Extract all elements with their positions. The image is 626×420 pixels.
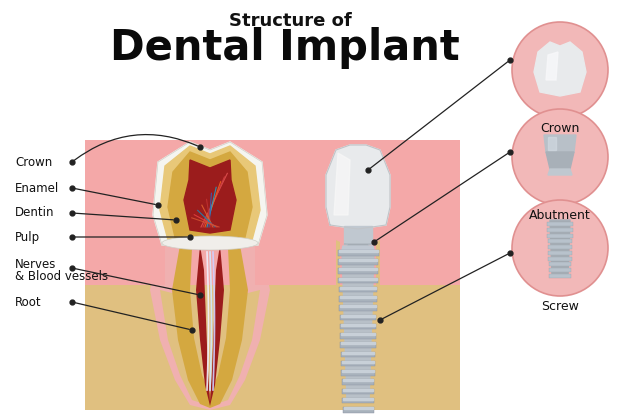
Polygon shape bbox=[168, 152, 252, 240]
Polygon shape bbox=[340, 324, 376, 329]
Polygon shape bbox=[339, 250, 377, 252]
Polygon shape bbox=[338, 259, 378, 265]
Polygon shape bbox=[341, 352, 375, 357]
Polygon shape bbox=[339, 278, 377, 283]
Text: Crown: Crown bbox=[15, 155, 52, 168]
Polygon shape bbox=[343, 388, 373, 391]
Polygon shape bbox=[341, 361, 375, 366]
Text: Crown: Crown bbox=[540, 122, 580, 135]
Circle shape bbox=[512, 109, 608, 205]
Polygon shape bbox=[140, 240, 165, 285]
Polygon shape bbox=[150, 240, 210, 410]
Text: Nerves: Nerves bbox=[15, 258, 56, 271]
Polygon shape bbox=[343, 398, 373, 400]
Polygon shape bbox=[334, 153, 350, 215]
Polygon shape bbox=[303, 238, 336, 285]
Polygon shape bbox=[338, 268, 378, 274]
Polygon shape bbox=[550, 220, 570, 276]
Text: Screw: Screw bbox=[541, 300, 579, 313]
Polygon shape bbox=[348, 245, 368, 250]
Polygon shape bbox=[547, 228, 573, 232]
Polygon shape bbox=[184, 160, 236, 233]
Text: Root: Root bbox=[15, 296, 41, 309]
FancyBboxPatch shape bbox=[85, 280, 460, 410]
Polygon shape bbox=[339, 296, 377, 302]
Polygon shape bbox=[210, 240, 270, 410]
Polygon shape bbox=[339, 305, 377, 311]
Polygon shape bbox=[544, 135, 576, 152]
Polygon shape bbox=[380, 238, 413, 285]
Polygon shape bbox=[341, 342, 374, 344]
Polygon shape bbox=[547, 222, 573, 226]
Polygon shape bbox=[339, 287, 377, 292]
Polygon shape bbox=[342, 370, 374, 372]
Circle shape bbox=[512, 200, 608, 296]
Polygon shape bbox=[376, 240, 380, 285]
Polygon shape bbox=[342, 246, 374, 250]
Polygon shape bbox=[342, 388, 374, 394]
Polygon shape bbox=[342, 250, 374, 402]
Polygon shape bbox=[548, 262, 572, 266]
Polygon shape bbox=[342, 379, 373, 381]
Polygon shape bbox=[172, 245, 210, 408]
Circle shape bbox=[512, 22, 608, 118]
Polygon shape bbox=[340, 333, 376, 339]
Polygon shape bbox=[344, 226, 372, 244]
Polygon shape bbox=[255, 240, 280, 285]
Polygon shape bbox=[341, 324, 375, 326]
Polygon shape bbox=[160, 290, 210, 406]
Polygon shape bbox=[341, 305, 376, 307]
Polygon shape bbox=[340, 287, 376, 289]
Polygon shape bbox=[342, 352, 374, 354]
Polygon shape bbox=[339, 315, 376, 320]
Polygon shape bbox=[342, 361, 374, 363]
Polygon shape bbox=[341, 333, 375, 335]
FancyBboxPatch shape bbox=[85, 140, 460, 285]
Polygon shape bbox=[339, 278, 377, 280]
Polygon shape bbox=[160, 146, 260, 243]
Text: Pulp: Pulp bbox=[15, 231, 40, 244]
Polygon shape bbox=[339, 268, 377, 270]
Polygon shape bbox=[548, 234, 573, 238]
Polygon shape bbox=[548, 137, 556, 150]
Text: Structure of: Structure of bbox=[228, 12, 351, 30]
Ellipse shape bbox=[162, 236, 258, 250]
Polygon shape bbox=[210, 245, 248, 408]
Polygon shape bbox=[337, 250, 379, 255]
Polygon shape bbox=[341, 342, 376, 348]
Polygon shape bbox=[549, 268, 571, 272]
Polygon shape bbox=[196, 245, 224, 406]
Polygon shape bbox=[339, 259, 377, 261]
Polygon shape bbox=[326, 145, 390, 229]
Polygon shape bbox=[548, 239, 572, 243]
Polygon shape bbox=[549, 274, 571, 278]
Polygon shape bbox=[548, 251, 572, 255]
Polygon shape bbox=[153, 142, 267, 248]
Polygon shape bbox=[344, 244, 372, 245]
Polygon shape bbox=[548, 169, 572, 175]
Polygon shape bbox=[336, 240, 340, 285]
Polygon shape bbox=[341, 315, 376, 317]
Polygon shape bbox=[340, 296, 376, 298]
Polygon shape bbox=[534, 42, 586, 96]
Polygon shape bbox=[342, 407, 374, 412]
Text: Abutment: Abutment bbox=[529, 209, 591, 222]
Polygon shape bbox=[341, 370, 375, 375]
Polygon shape bbox=[548, 245, 572, 249]
Polygon shape bbox=[546, 52, 558, 80]
Polygon shape bbox=[548, 257, 572, 261]
Text: Dentin: Dentin bbox=[15, 207, 54, 220]
Text: & Blood vessels: & Blood vessels bbox=[15, 270, 108, 283]
Text: Dental Implant: Dental Implant bbox=[110, 27, 460, 69]
Polygon shape bbox=[344, 407, 372, 409]
Polygon shape bbox=[342, 379, 374, 385]
Polygon shape bbox=[342, 398, 374, 403]
Polygon shape bbox=[210, 290, 260, 406]
Polygon shape bbox=[546, 152, 574, 169]
Text: Enamel: Enamel bbox=[15, 181, 59, 194]
